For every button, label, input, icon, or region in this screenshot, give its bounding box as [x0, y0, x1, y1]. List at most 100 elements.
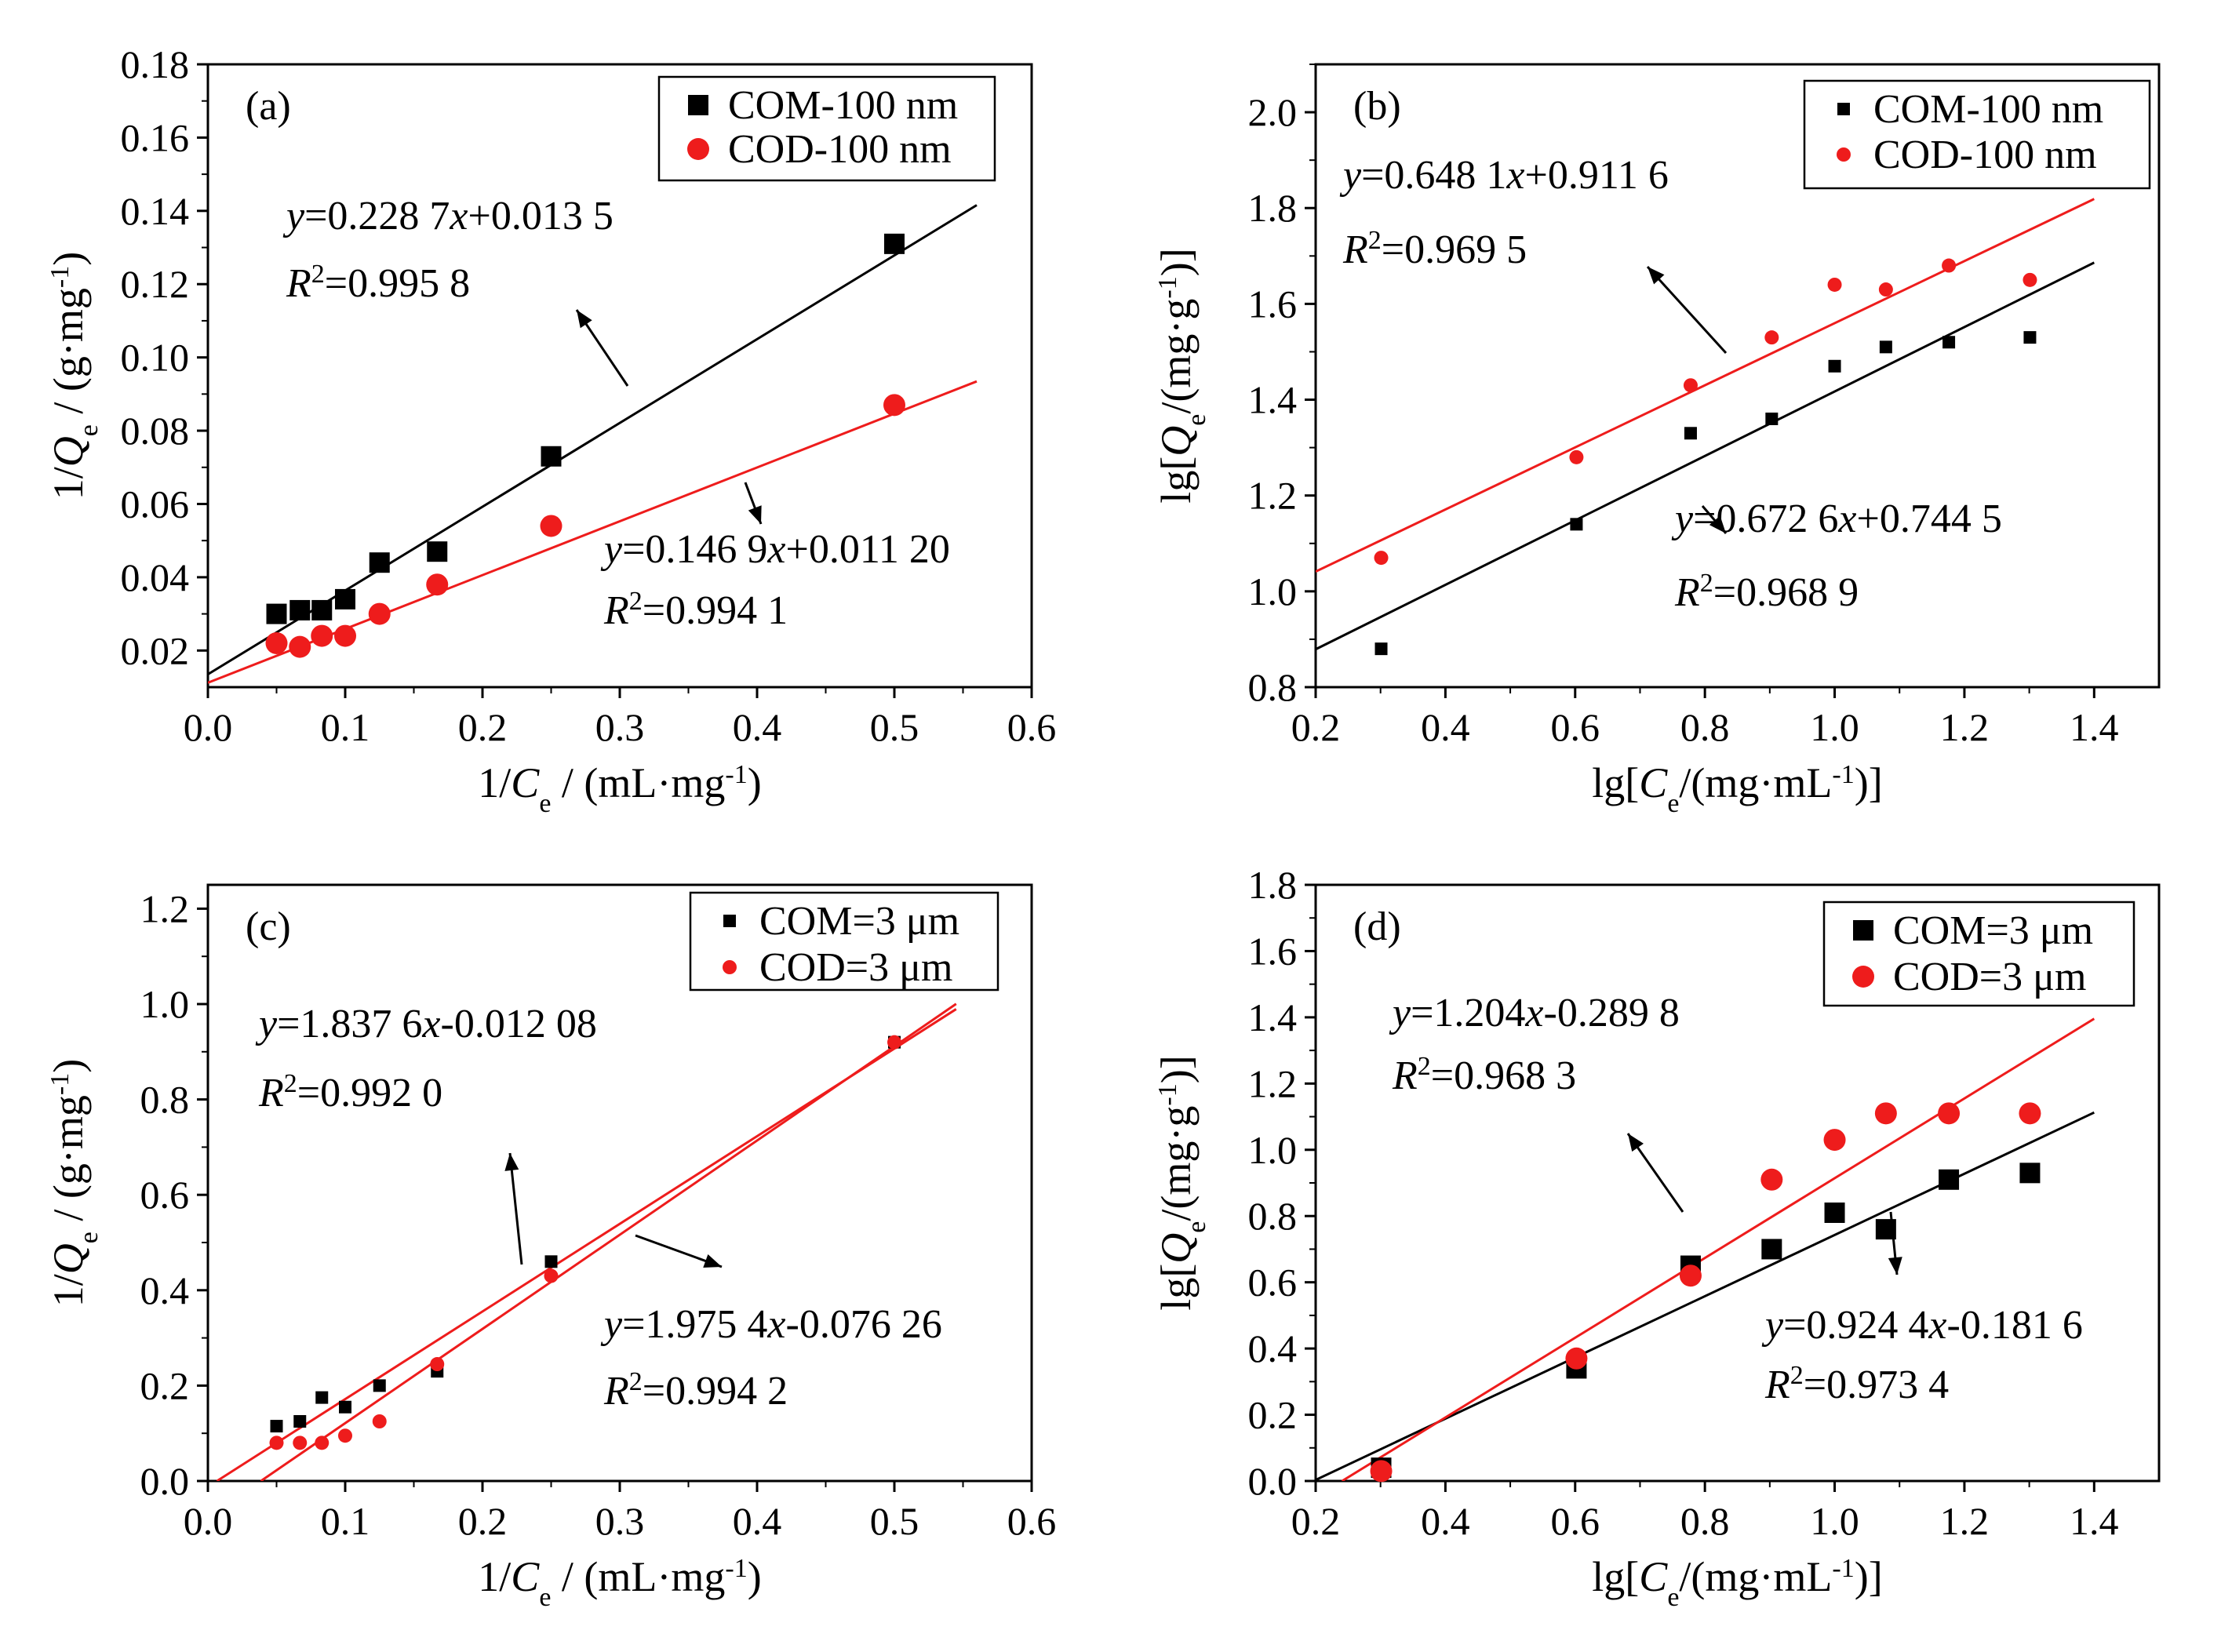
x-tick-label: 1.0	[1810, 1499, 1859, 1543]
x-tick-label: 1.4	[2070, 1499, 2119, 1543]
legend-marker-com	[723, 915, 736, 927]
fit-equation: y=0.648 1x+0.911 6	[1339, 153, 1669, 198]
x-tick-label: 0.0	[184, 705, 233, 749]
data-point-com	[369, 552, 390, 573]
x-tick-label: 0.4	[1421, 705, 1470, 749]
fit-r-squared: R2=0.995 8	[286, 260, 470, 307]
data-point-com	[293, 1415, 307, 1428]
panel-label: (b)	[1353, 84, 1401, 129]
data-point-com	[335, 588, 355, 609]
y-tick-label: 0.8	[1248, 665, 1298, 709]
y-tick-label: 1.4	[1248, 378, 1298, 422]
y-tick-label: 1.8	[1248, 186, 1298, 230]
data-point-cod	[1569, 449, 1584, 464]
x-tick-label: 1.2	[1940, 705, 1990, 749]
y-axis-title: 1/Qe / (g·mg-1)	[45, 252, 104, 500]
legend-box	[1803, 79, 2151, 190]
data-point-com	[266, 603, 287, 624]
data-point-cod	[1938, 1102, 1961, 1125]
x-tick-label: 0.4	[733, 705, 782, 749]
x-tick-label: 0.6	[1551, 1499, 1600, 1543]
legend-marker-cod	[1837, 147, 1851, 162]
data-point-cod	[269, 1435, 284, 1450]
fit-equation: y=1.204x-0.289 8	[1389, 991, 1680, 1035]
data-point-cod	[426, 573, 449, 596]
legend-marker-com	[688, 95, 708, 115]
fit-line-cod	[1316, 198, 2095, 573]
data-point-cod	[1760, 1168, 1783, 1191]
y-tick-label: 0.2	[140, 1363, 190, 1407]
data-point-com	[373, 1379, 386, 1392]
data-point-cod	[1374, 551, 1389, 566]
x-tick-label: 0.3	[595, 705, 645, 749]
data-point-com	[427, 541, 448, 562]
arrowhead	[1888, 1257, 1902, 1275]
panel-label: (d)	[1353, 904, 1401, 949]
x-tick-label: 0.8	[1680, 705, 1730, 749]
x-tick-label: 1.2	[1940, 1499, 1990, 1543]
data-point-cod	[1878, 282, 1893, 297]
legend-label: COD=3 μm	[759, 945, 952, 990]
y-tick-label: 0.6	[140, 1173, 190, 1217]
y-tick-label: 0.06	[121, 482, 190, 526]
y-tick-label: 0.0	[140, 1459, 190, 1503]
x-tick-label: 0.5	[870, 705, 919, 749]
y-tick-label: 0.2	[1248, 1393, 1298, 1437]
data-point-cod	[338, 1428, 352, 1443]
legend-label: COD-100 nm	[728, 127, 952, 172]
data-point-cod	[887, 1035, 901, 1050]
y-tick-label: 1.4	[1248, 995, 1298, 1039]
data-point-cod	[265, 631, 288, 654]
y-tick-label: 0.4	[140, 1268, 190, 1312]
y-tick-label: 0.6	[1248, 1261, 1298, 1304]
data-point-cod	[1942, 258, 1957, 273]
y-tick-label: 0.8	[1248, 1194, 1298, 1238]
chart-panel-c: 0.0 0.1 0.2 0.3 0.4 0.5 0.6 0.0 0.2 0.4 0.6 0.8 1.0 1…	[45, 883, 1056, 1612]
data-point-cod	[540, 515, 563, 537]
panel-label: (c)	[246, 904, 291, 949]
data-point-com	[1824, 1203, 1845, 1223]
y-tick-label: 0.8	[140, 1078, 190, 1122]
annotation-arrow	[1646, 265, 1728, 355]
data-point-cod	[315, 1435, 330, 1450]
legend-marker-com	[1837, 103, 1850, 115]
y-tick-label: 1.0	[140, 982, 190, 1026]
data-point-cod	[1370, 1460, 1393, 1483]
y-tick-label: 0.16	[121, 115, 190, 159]
x-tick-label: 0.1	[321, 705, 370, 749]
plot-frame	[1314, 63, 2161, 689]
legend-marker-com	[1853, 920, 1873, 941]
y-tick-label: 2.0	[1248, 90, 1298, 134]
x-tick-label: 1.4	[2070, 705, 2119, 749]
x-axis-title: 1/Ce / (mL·mg-1)	[478, 1553, 761, 1612]
data-point-com	[884, 233, 905, 254]
y-tick-label: 1.0	[1248, 1128, 1298, 1172]
legend-marker-cod	[687, 138, 709, 160]
arrowhead	[1628, 1133, 1644, 1152]
data-point-com	[311, 599, 333, 620]
y-axis-title: lg[Qe/(mg·g-1)]	[1152, 248, 1211, 503]
legend-label: COD-100 nm	[1873, 133, 2097, 177]
y-tick-label: 0.4	[1248, 1326, 1298, 1370]
data-point-com	[1828, 359, 1841, 373]
x-tick-label: 0.2	[458, 705, 508, 749]
x-tick-label: 0.4	[1421, 1499, 1470, 1543]
x-tick-label: 0.1	[321, 1499, 370, 1543]
x-tick-label: 0.4	[733, 1499, 782, 1543]
legend-box	[689, 891, 999, 992]
data-point-com	[544, 1255, 558, 1268]
x-tick-label: 0.2	[458, 1499, 508, 1543]
data-point-com	[1942, 336, 1956, 349]
data-point-com	[1939, 1169, 1960, 1190]
fit-r-squared: R2=0.968 3	[1392, 1052, 1576, 1099]
x-tick-label: 0.0	[184, 1499, 233, 1543]
data-point-com	[1761, 1239, 1782, 1260]
legend-label: COD=3 μm	[1893, 955, 2086, 999]
fit-r-squared: R2=0.969 5	[1342, 226, 1527, 273]
x-tick-label: 0.8	[1680, 1499, 1730, 1543]
y-tick-label: 0.12	[121, 262, 190, 306]
arrowhead	[1709, 515, 1726, 533]
